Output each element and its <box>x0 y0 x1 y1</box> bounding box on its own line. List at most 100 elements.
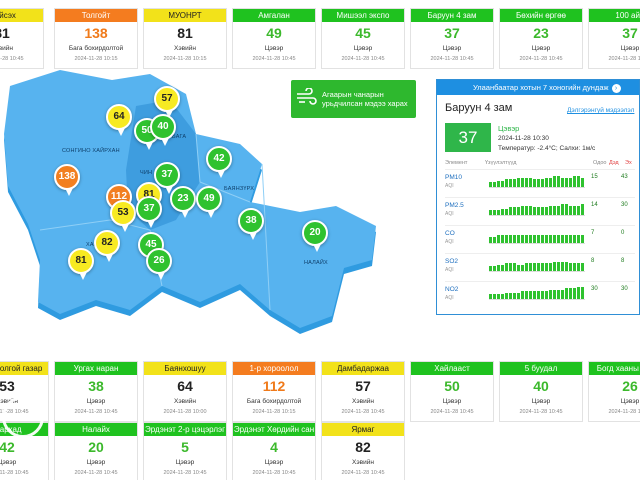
trend-bar <box>505 263 508 271</box>
station-card[interactable]: Мишээл экспо 45 Цэвэр 2024-11-28 10:45 <box>321 8 405 69</box>
station-time: 2024-11-28 10:45 <box>74 409 118 415</box>
map-pin[interactable]: 57 <box>154 86 180 118</box>
pollutant-row[interactable]: NO2 AQI 30 30 <box>445 281 635 307</box>
trend-bar <box>493 294 496 299</box>
map-pin[interactable]: 42 <box>206 146 232 178</box>
aqi-label: AQI <box>445 183 454 189</box>
district-label: НАЛАЙХ <box>304 260 328 266</box>
station-name: Эрдэнэт Хөрдийн сан <box>233 423 315 436</box>
aqi-label: AQI <box>445 267 454 273</box>
trend-bar <box>553 206 556 215</box>
trend-bar <box>517 265 520 271</box>
station-aqi: 57 <box>355 378 371 394</box>
station-card[interactable]: Бөхийн өргөө 23 Цэвэр 2024-11-28 10:45 <box>499 8 583 69</box>
trend-bar <box>505 179 508 187</box>
map-border <box>195 133 251 203</box>
map-pin[interactable]: 26 <box>146 248 172 280</box>
station-card[interactable]: Толгойт 138 Бага бохирдолтой 2024-11-28 … <box>54 8 138 69</box>
station-time: 2024-11-28 10:45 <box>608 56 640 62</box>
map-pin[interactable]: 37 <box>154 162 180 194</box>
trend-bar <box>509 207 512 215</box>
map-pin[interactable]: 82 <box>94 230 120 262</box>
map-pin[interactable]: 38 <box>238 208 264 240</box>
map-pin[interactable]: 49 <box>196 186 222 218</box>
station-card[interactable]: Ургах наран 38 Цэвэр 2024-11-28 10:45 <box>54 361 138 422</box>
station-card[interactable]: Баруун 4 зам 37 Цэвэр 2024-11-28 10:45 <box>410 8 494 69</box>
trend-bar <box>541 291 544 299</box>
station-status: Цэвэр <box>620 398 640 405</box>
trend-bar <box>557 235 560 243</box>
trend-bar <box>573 176 576 187</box>
measure-time: 2024-11-28 10:30 <box>498 135 549 142</box>
pollutant-avg: 8 <box>621 258 625 264</box>
station-card[interactable]: Эрдэнэт 2-р цэцэрлэг 5 Цэвэр 2024-11-28 … <box>143 422 227 480</box>
trend-bar <box>533 235 536 243</box>
col-element: Элемент <box>445 160 468 166</box>
trend-bar <box>509 179 512 187</box>
station-card[interactable]: Дамбадаржаа 57 Хэвийн 2024-11-28 10:45 <box>321 361 405 422</box>
station-status: Цэвэр <box>531 45 551 52</box>
trend-bar <box>557 262 560 271</box>
forecast-button[interactable]: Агаарын чанарын урьдчилсан мэдээ харах <box>291 80 416 118</box>
map-pin[interactable]: 53 <box>110 200 136 232</box>
station-card[interactable]: Амгалан 49 Цэвэр 2024-11-28 10:45 <box>232 8 316 69</box>
station-card[interactable]: 5 буудал 40 Цэвэр 2024-11-28 10:45 <box>499 361 583 422</box>
panel-header[interactable]: Улаанбаатар хотын 7 хоногийн дундаж › <box>437 80 639 95</box>
station-card[interactable]: 100 айл 37 Цэвэр 2024-11-28 10:45 <box>588 8 640 69</box>
district-label: ЧИН <box>140 170 153 176</box>
trend-bar <box>501 235 504 243</box>
city-map[interactable]: СОНГИНО ХАЙРХАН ХАН УУЛ БАЯНЗҮРХ НАЛАЙХ … <box>0 70 380 360</box>
trend-bar <box>541 179 544 187</box>
trend-bar <box>581 287 584 299</box>
pollutant-name: PM10 <box>445 174 462 181</box>
map-pin[interactable]: 20 <box>302 220 328 252</box>
station-name: Ургах наран <box>55 362 137 375</box>
district-label: СОНГИНО ХАЙРХАН <box>62 148 120 154</box>
map-pin[interactable]: 23 <box>170 186 196 218</box>
pollutant-row[interactable]: PM2.5 AQI 14 30 <box>445 197 635 223</box>
trend-bar <box>493 210 496 215</box>
pollutant-row[interactable]: PM10 AQI 15 43 <box>445 169 635 195</box>
station-card[interactable]: Ярмаг 82 Хэвийн 2024-11-28 10:45 <box>321 422 405 480</box>
trend-bar <box>497 294 500 299</box>
station-name: МУОНРТ <box>144 9 226 22</box>
station-card[interactable]: Богд хааны ордон 26 Цэвэр 2024-11-28 10:… <box>588 361 640 422</box>
station-card[interactable]: Эрдэнэт Хөрдийн сан 4 Цэвэр 2024-11-28 1… <box>232 422 316 480</box>
map-pin[interactable]: 37 <box>136 196 162 228</box>
trend-bar <box>529 178 532 187</box>
station-status: Хэвийн <box>174 45 196 52</box>
station-title: Баруун 4 зам <box>445 102 513 114</box>
station-card[interactable]: Мийсэх 81 Хэвийн 2024-11-28 10:45 <box>0 8 44 69</box>
station-name: 100 айл <box>589 9 640 22</box>
station-time: 2024-11-28 10:45 <box>341 409 385 415</box>
station-status: Цэвэр <box>442 45 462 52</box>
details-link[interactable]: Дэлгэрэнгүй мэдээлэл <box>567 107 635 114</box>
station-card[interactable]: Баянхошуу 64 Хэвийн 2024-11-28 10:00 <box>143 361 227 422</box>
trend-bar <box>529 263 532 271</box>
map-pin[interactable]: 64 <box>106 104 132 136</box>
station-time: 2024-11-28 10:45 <box>608 409 640 415</box>
pollutant-row[interactable]: SO2 AQI 8 8 <box>445 253 635 279</box>
station-card[interactable]: Хайлааст 50 Цэвэр 2024-11-28 10:45 <box>410 361 494 422</box>
trend-bar <box>553 262 556 271</box>
station-card[interactable]: Налайх 20 Цэвэр 2024-11-28 10:45 <box>54 422 138 480</box>
trend-bar <box>569 263 572 271</box>
map-pin[interactable]: 138 <box>54 164 80 196</box>
trend-bar <box>501 181 504 187</box>
trend-bar <box>581 263 584 271</box>
map-pin[interactable]: 40 <box>150 114 176 146</box>
trend-bar <box>521 265 524 271</box>
pollutant-name: CO <box>445 230 455 237</box>
trend-bar <box>573 288 576 299</box>
station-time: 2024-11-28 10:00 <box>163 409 207 415</box>
trend-bar <box>497 210 500 215</box>
map-pin[interactable]: 81 <box>68 248 94 280</box>
station-card[interactable]: МУОНРТ 81 Хэвийн 2024-11-28 10:15 <box>143 8 227 69</box>
station-status: Цэвэр <box>175 459 195 466</box>
pollutant-name: NO2 <box>445 286 459 293</box>
station-name: Дамбадаржаа <box>322 362 404 375</box>
station-card[interactable]: 1-р хороолол 112 Бага бохирдолтой 2024-1… <box>232 361 316 422</box>
pollutant-row[interactable]: CO AQI 7 0 <box>445 225 635 251</box>
pollutant-avg: 0 <box>621 230 625 236</box>
trend-bar <box>561 204 564 215</box>
